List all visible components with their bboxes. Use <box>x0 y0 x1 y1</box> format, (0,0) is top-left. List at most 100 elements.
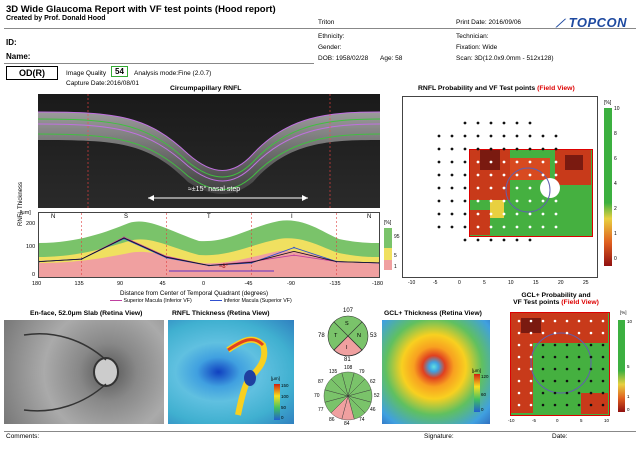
vf-test-point <box>502 199 506 203</box>
vf-test-point <box>515 147 519 151</box>
gcl-vf-point <box>601 355 605 359</box>
pct-tick-5: 5 <box>394 253 397 259</box>
signature-label: Signature: <box>424 433 454 440</box>
gcl-vf-point <box>577 391 581 395</box>
prob-y-tick: 10 <box>614 106 620 112</box>
vf-test-point <box>541 147 545 151</box>
gcl-vf-point <box>517 367 521 371</box>
gcl-vf-point <box>553 331 557 335</box>
sector12-value: 86 <box>329 417 335 424</box>
eye-badge: OD(R) <box>6 66 58 80</box>
prob-x-tick: 5 <box>483 280 486 286</box>
vf-test-point <box>437 147 441 151</box>
vf-test-point <box>515 134 519 138</box>
vf-test-point <box>463 186 467 190</box>
vf-test-point <box>502 134 506 138</box>
sector12-value: 108 <box>344 365 353 371</box>
prob-map-title: RNFL Probability and VF Test points (Fie… <box>418 85 575 92</box>
gcl-title: GCL+ Thickness (Retina View) <box>384 310 482 317</box>
prob-x-tick: -5 <box>433 280 438 286</box>
legend-inferior-text: Inferior Macula (Superior VF) <box>223 298 292 304</box>
sector12-value: 74 <box>359 417 365 424</box>
gcl-vf-point <box>541 343 545 347</box>
vf-test-point <box>541 160 545 164</box>
vf-test-point <box>528 199 532 203</box>
vf-test-point <box>476 225 480 229</box>
vf-test-point <box>463 121 467 125</box>
vf-test-point <box>502 160 506 164</box>
prob-y-tick: 1 <box>614 231 617 237</box>
gcl-vf-point <box>541 391 545 395</box>
gcl-x-tick: -10 <box>508 418 515 423</box>
scan-info: Scan: 3D(12.0x9.0mm - 512x128) <box>456 55 554 62</box>
gcl-x-tick: -5 <box>532 418 537 423</box>
vf-test-point <box>541 212 545 216</box>
gcl-x-tick: 10 <box>604 418 610 423</box>
thickness-colorbar <box>274 384 280 420</box>
sector12-chart: 108 79 62 52 46 74 84 86 77 70 87 135 <box>312 365 384 427</box>
gcl-tick-0: 0 <box>481 407 484 412</box>
rnfl-average-line <box>39 237 379 266</box>
x-tick-label: -45 <box>244 281 253 287</box>
gcl-vf-point <box>517 343 521 347</box>
x-tick-label: 45 <box>159 281 166 287</box>
prob-x-tick: 10 <box>508 280 514 286</box>
name-label: Name: <box>6 52 31 61</box>
prob-colorbar <box>604 108 612 266</box>
gcl-vf-point <box>601 331 605 335</box>
pct-unit: [%] <box>384 220 392 226</box>
vf-test-point <box>554 212 558 216</box>
sector12-value: 70 <box>314 393 320 399</box>
sector4-n: N <box>357 333 361 339</box>
ethnicity: Ethnicity: <box>318 33 345 40</box>
sector4-left: 78 <box>318 333 325 339</box>
gcl-vf-point <box>565 343 569 347</box>
gcl-vf-point <box>541 403 545 407</box>
sector4-chart: 107 78 53 81 S T N I <box>318 306 378 366</box>
vf-test-point <box>528 173 532 177</box>
bscan-image: ≈±15° nasal step <box>38 94 380 208</box>
gcl-vf-point <box>577 403 581 407</box>
vf-test-point <box>502 225 506 229</box>
vf-test-point <box>515 238 519 242</box>
vf-test-point <box>450 225 454 229</box>
vf-test-point <box>528 160 532 164</box>
x-tick-label: -180 <box>372 281 384 287</box>
thickness-map: [μm] 150 100 50 0 <box>168 320 294 424</box>
gcl-vf-point <box>589 331 593 335</box>
gcl-vf-point <box>565 367 569 371</box>
vf-test-point <box>528 212 532 216</box>
vf-test-point <box>515 173 519 177</box>
dob: DOB: 1958/02/28 <box>318 55 369 62</box>
vf-test-point <box>489 212 493 216</box>
vf-test-point <box>437 173 441 177</box>
gcl-vf-point <box>589 403 593 407</box>
gcl-prob-unit: [%] <box>620 310 627 315</box>
vf-test-point <box>437 199 441 203</box>
vf-test-point <box>489 134 493 138</box>
vf-test-point <box>528 238 532 242</box>
prob-x-tick: 25 <box>583 280 589 286</box>
sector4-i: I <box>346 345 348 351</box>
analysis-mode: Analysis mode:Fine (2.0.7) <box>134 70 212 77</box>
vf-test-point <box>489 121 493 125</box>
gcl-vf-point <box>601 379 605 383</box>
sector-label-i: I <box>291 214 293 220</box>
technician: Technician: <box>456 33 489 40</box>
gcl-vf-point <box>577 331 581 335</box>
rnfl-red-band <box>39 250 379 277</box>
gcl-vf-point <box>565 319 569 323</box>
vf-test-point <box>515 199 519 203</box>
gcl-tick-120: 120 <box>481 374 489 379</box>
vf-test-point <box>515 160 519 164</box>
vf-test-point <box>450 147 454 151</box>
sector4-s: S <box>345 321 349 327</box>
sector-label-n2: N <box>367 214 372 220</box>
gcl-prob-title-1: GCL+ Probability and <box>521 292 591 299</box>
vf-test-point <box>554 225 558 229</box>
x-tick-label: 135 <box>74 281 84 287</box>
rnfl-unit: [μm] <box>20 210 31 216</box>
legend-inferior: Inferior Macula (Superior VF) <box>210 298 292 304</box>
logo-text: TOPCON <box>568 15 628 30</box>
y-tick-100: 100 <box>26 244 36 250</box>
